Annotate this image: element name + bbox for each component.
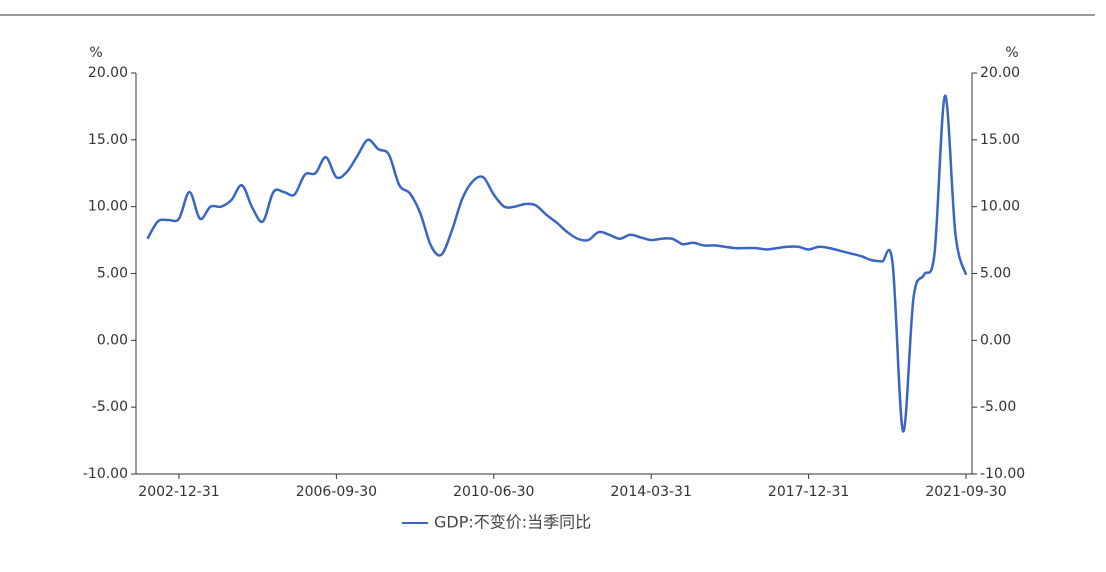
x-tick-label: 2006-09-30	[296, 484, 377, 500]
y2-tick-label: 10.00	[980, 199, 1020, 215]
y-tick-label: -5.00	[92, 399, 128, 415]
y-unit: %	[89, 45, 102, 61]
x-tick-label: 2021-09-30	[925, 484, 1006, 500]
y2-tick-label: -5.00	[980, 399, 1016, 415]
y2-unit: %	[1005, 45, 1018, 61]
y2-tick-label: 15.00	[980, 132, 1020, 148]
x-tick-label: 2010-06-30	[453, 484, 534, 500]
y-tick-label: 10.00	[88, 199, 128, 215]
y-tick-label: 0.00	[97, 332, 128, 348]
y-tick-label: -10.00	[83, 466, 128, 482]
y-tick-label: 15.00	[88, 132, 128, 148]
series-line	[146, 94, 968, 433]
x-tick-label: 2017-12-31	[768, 484, 849, 500]
y-tick-label: 5.00	[97, 266, 128, 282]
y-tick-label: 20.00	[88, 65, 128, 81]
y2-tick-label: 5.00	[980, 266, 1011, 282]
y2-tick-label: 20.00	[980, 65, 1020, 81]
y2-tick-label: -10.00	[980, 466, 1025, 482]
legend-label: GDP:不变价:当季同比	[434, 513, 591, 532]
y2-tick-label: 0.00	[980, 332, 1011, 348]
x-tick-label: 2014-03-31	[611, 484, 692, 500]
x-tick-label: 2002-12-31	[138, 484, 219, 500]
